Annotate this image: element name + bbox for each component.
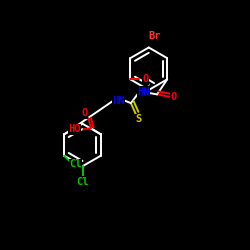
- Text: S: S: [135, 114, 141, 124]
- Text: HN: HN: [137, 87, 150, 97]
- Text: Cl: Cl: [76, 177, 89, 187]
- Text: O: O: [82, 108, 88, 118]
- Text: Br: Br: [149, 31, 161, 41]
- Text: O: O: [171, 92, 177, 102]
- Text: HN: HN: [112, 96, 125, 106]
- Text: O: O: [142, 74, 148, 85]
- Text: Cl: Cl: [69, 160, 82, 170]
- Text: HO: HO: [68, 124, 81, 134]
